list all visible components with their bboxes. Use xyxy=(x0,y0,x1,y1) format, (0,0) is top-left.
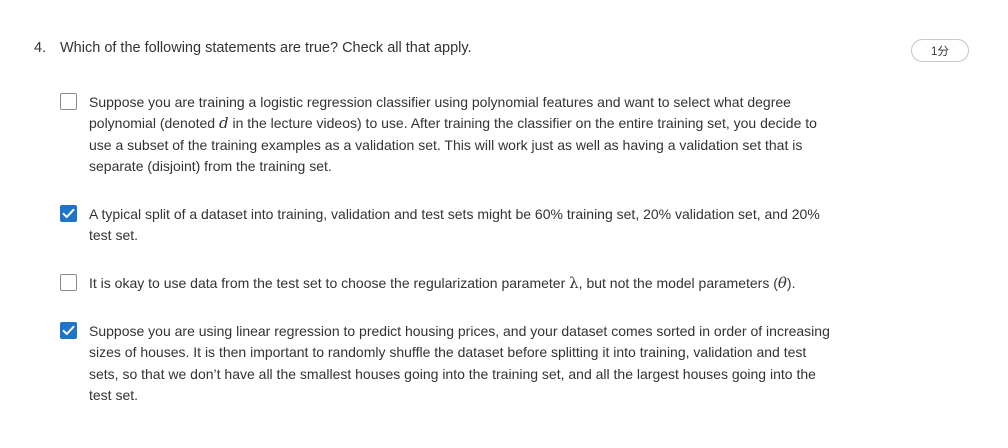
option-3-text: It is okay to use data from the test set… xyxy=(89,273,889,294)
checkmark-icon xyxy=(62,325,75,335)
option-4-text: Suppose you are using linear regression … xyxy=(89,323,830,403)
option-2-text: A typical split of a dataset into traini… xyxy=(89,206,820,244)
option-4-checkbox[interactable] xyxy=(60,322,77,339)
option-3-checkbox[interactable] xyxy=(60,274,77,291)
answer-option-2[interactable]: A typical split of a dataset into traini… xyxy=(60,204,839,247)
option-1-text-after: in the lecture videos) to use. After tra… xyxy=(89,115,817,174)
option-1-math-d: d xyxy=(218,114,229,133)
checkmark-icon xyxy=(62,208,75,218)
question-prompt: Which of the following statements are tr… xyxy=(60,40,472,56)
answer-option-3[interactable]: It is okay to use data from the test set… xyxy=(60,273,889,294)
answer-option-4[interactable]: Suppose you are using linear regression … xyxy=(60,321,839,406)
answer-option-1[interactable]: Suppose you are training a logistic regr… xyxy=(60,92,839,177)
question-header: 4. Which of the following statements are… xyxy=(34,40,472,56)
points-badge: 1分 xyxy=(911,39,969,62)
question-number: 4. xyxy=(34,40,47,56)
option-3-text-middle: , but not the model parameters ( xyxy=(578,275,778,291)
option-3-math-theta: θ xyxy=(777,274,787,292)
option-1-text-before: Suppose you are training a logistic regr… xyxy=(89,94,791,132)
option-1-text: Suppose you are training a logistic regr… xyxy=(89,92,839,177)
option-3-math-lambda: λ xyxy=(569,274,579,292)
option-2-checkbox[interactable] xyxy=(60,205,77,222)
option-1-checkbox[interactable] xyxy=(60,93,77,110)
option-3-text-before: It is okay to use data from the test set… xyxy=(89,275,570,291)
option-3-text-after: ). xyxy=(786,275,796,291)
